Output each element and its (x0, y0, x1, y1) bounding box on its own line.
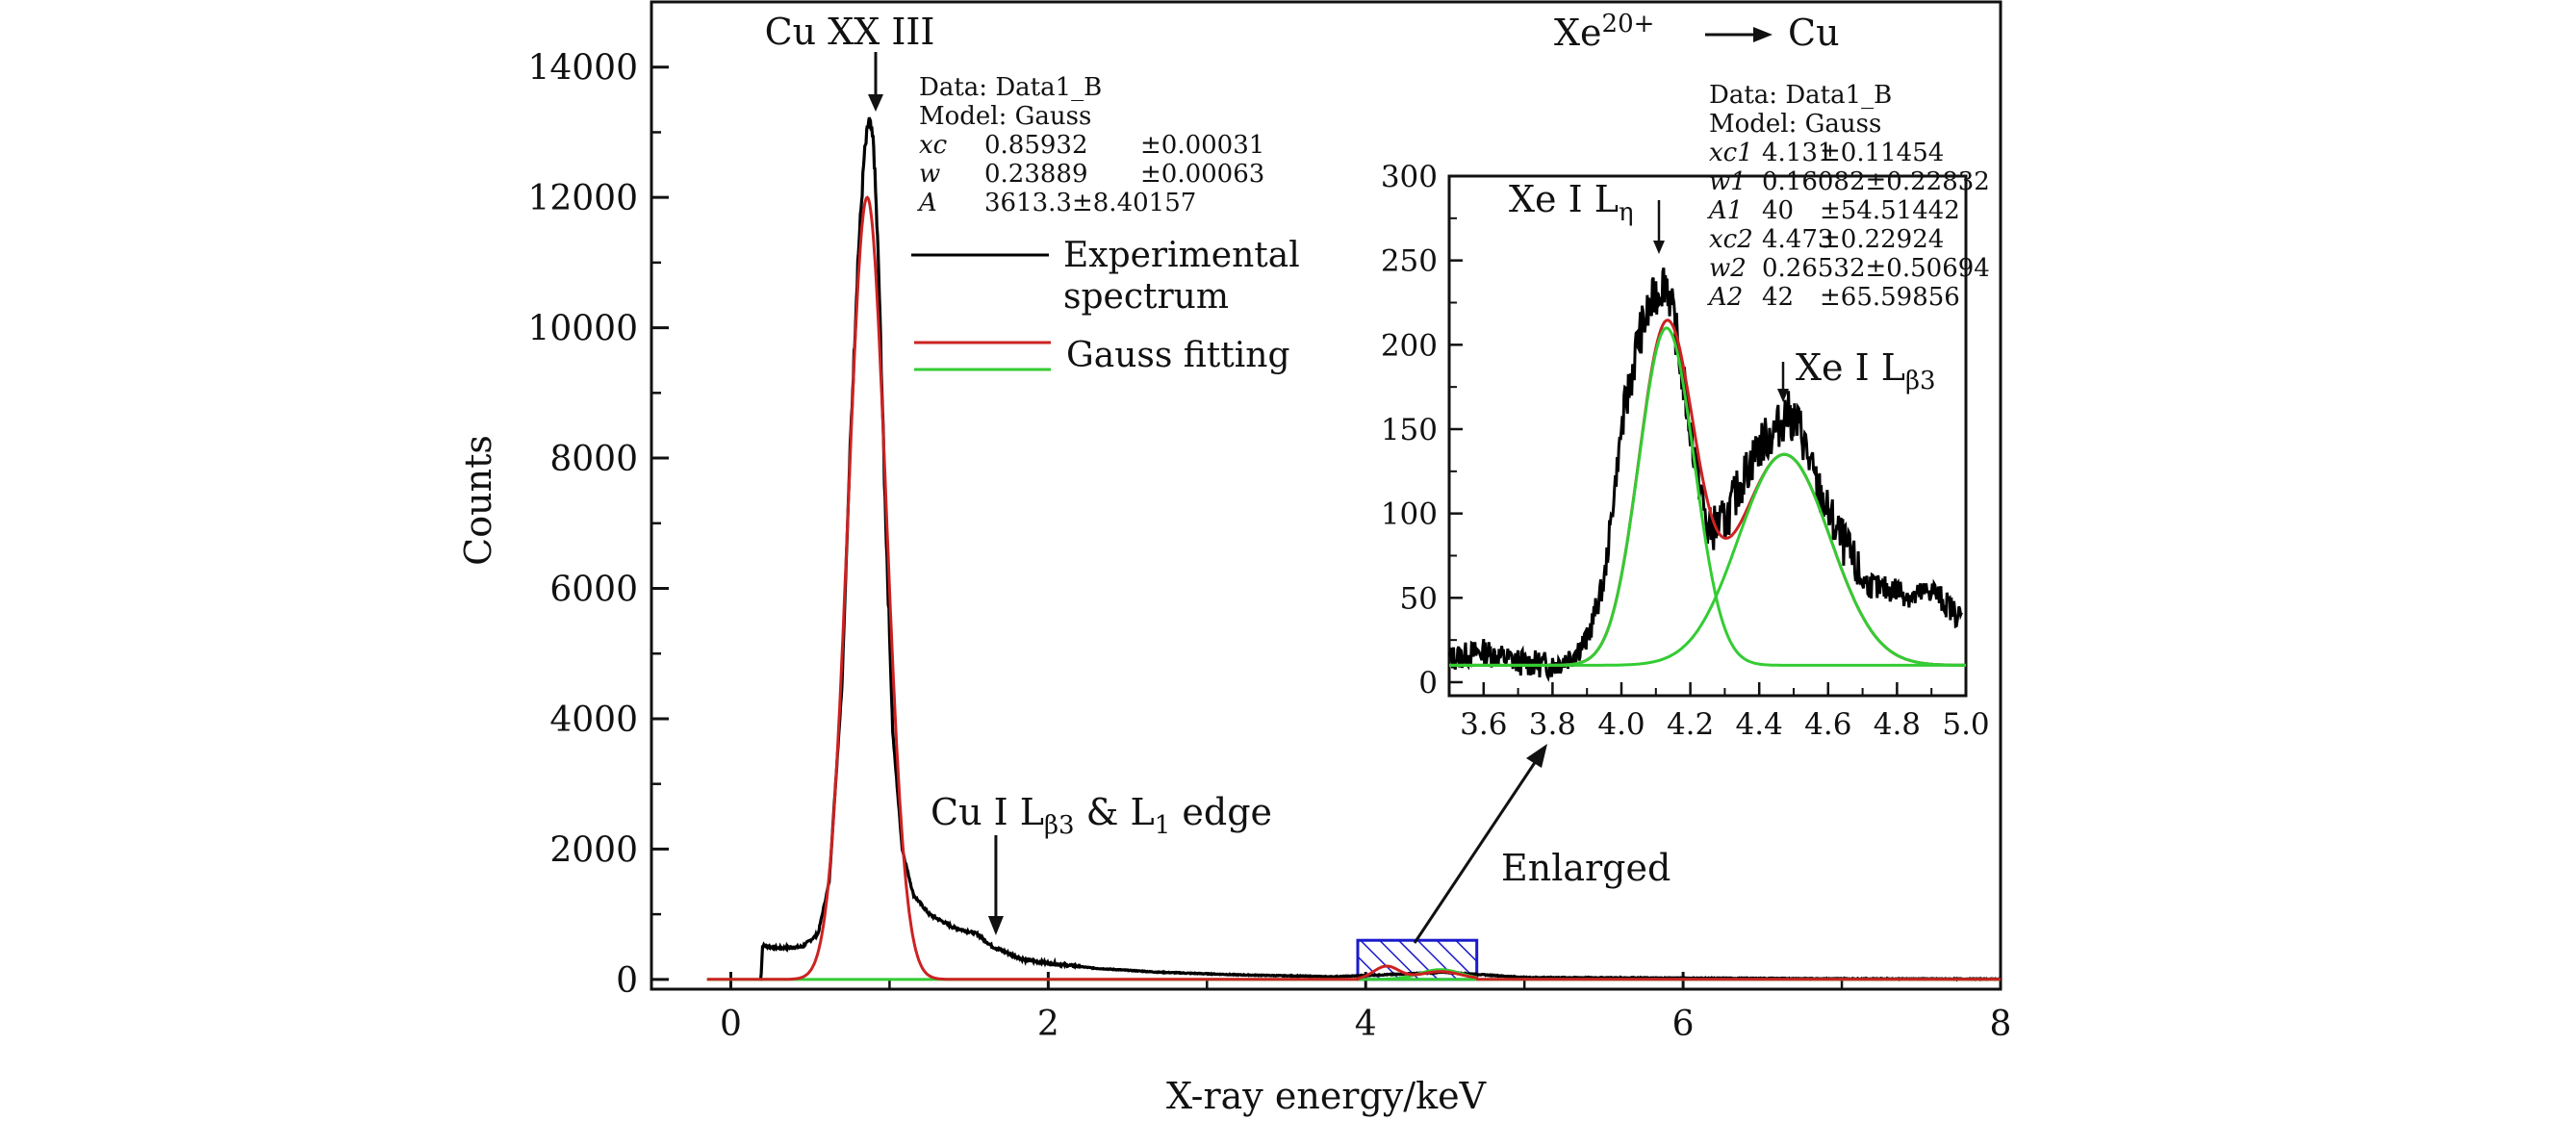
main-plot-frame (650, 0, 2002, 991)
main-x-tick-label: 2 (1037, 1005, 1059, 1044)
inset-x-axis: 3.6 3.8 4.0 4.2 4.4 4.6 4.8 5.0 (1448, 682, 1990, 742)
enlarged-label: Enlarged (1501, 847, 1671, 889)
main-y-tick-label: 14000 (527, 49, 638, 89)
inset-x-tick-label: 4.6 (1804, 707, 1851, 742)
enlarged-arrowhead (1526, 744, 1547, 768)
legend-label-experimental-2: spectrum (1063, 277, 1229, 317)
inset-x-tick-label: 5.0 (1942, 707, 1989, 742)
main-x-tick-label: 8 (1990, 1005, 2012, 1044)
main-x-tick-label: 0 (720, 1005, 742, 1044)
inset-chart: Xe20+ Cu 0 50 100 150 200 250 300 3.6 3.8 4.0 4.2… (1381, 10, 1990, 742)
inset-y-tick-label: 200 (1381, 328, 1438, 363)
inset-y-axis: 0 50 100 150 200 250 300 (1381, 160, 1463, 701)
inset-title-target: Cu (1788, 12, 1840, 54)
legend-label-experimental: Experimental (1063, 236, 1300, 275)
fit-box-cell: xc (919, 131, 948, 160)
inset-y-tick-label: 250 (1381, 244, 1438, 279)
fit-box-cell: A (917, 189, 937, 217)
inset-peak2-label: Xe I Lβ3 (1796, 346, 1936, 395)
fit-box-line: Data: Data1_B (919, 73, 1102, 102)
fit-box-cell: ±54.51442 (1820, 196, 1960, 225)
main-y-tick-label: 2000 (549, 830, 638, 870)
fit-box-cell: 4.131 (1762, 139, 1833, 167)
fit-box-cell: 0.26532±0.50694 (1762, 254, 1990, 283)
main-y-tick-label: 10000 (527, 310, 638, 349)
fit-box-cell: ±0.00063 (1140, 160, 1264, 189)
inset-title-arrowhead (1753, 27, 1773, 42)
fit-box-cell: xc1 (1709, 139, 1753, 167)
fit-box-line: Model: Gauss (919, 102, 1091, 131)
main-peak-arrowhead (868, 94, 883, 112)
edge-arrowhead (987, 916, 1004, 935)
fit-box-cell: ±0.00031 (1140, 131, 1264, 160)
main-x-tick-label: 6 (1672, 1005, 1695, 1044)
legend-label-gauss: Gauss fitting (1066, 336, 1290, 375)
inset-x-tick-label: 4.0 (1597, 707, 1645, 742)
enlarged-arrow (1413, 757, 1540, 944)
fit-box-cell: w2 (1709, 254, 1747, 283)
fit-box-cell: A2 (1707, 283, 1743, 312)
main-peak-label: Cu XX III (765, 11, 935, 53)
inset-x-tick-label: 4.8 (1874, 707, 1921, 742)
fit-box-cell: 0.23889 (984, 160, 1088, 189)
fit-box-cell: 0.85932 (984, 131, 1088, 160)
main-y-tick-label: 8000 (549, 440, 638, 479)
inset-y-tick-label: 0 (1418, 666, 1438, 701)
main-legend: Experimental spectrum Gauss fitting (911, 236, 1300, 375)
inset-peak2-arrowhead (1777, 389, 1789, 402)
inset-plot-frame (1447, 174, 1968, 698)
main-x-tick-label: 4 (1355, 1005, 1377, 1044)
fit-box-cell: w (919, 160, 940, 189)
fit-box-line: Model: Gauss (1709, 110, 1881, 139)
main-x-axis: 0 2 4 6 8 (720, 972, 2011, 1044)
fit-box-cell: 40 (1762, 196, 1794, 225)
inset-peak1-label: Xe I Lη (1509, 178, 1634, 227)
fit-box-cell: xc2 (1709, 225, 1753, 254)
inset-y-tick-label: 300 (1381, 160, 1438, 194)
fit-box-line: Data: Data1_B (1709, 81, 1892, 110)
inset-gauss-fit-2-series (1449, 452, 1967, 667)
inset-y-tick-label: 50 (1400, 581, 1438, 616)
edge-label: Cu I Lβ3 & L1 edge (931, 791, 1272, 840)
inset-peak1-arrowhead (1653, 241, 1665, 254)
main-y-axis: 0 2000 4000 6000 8000 10000 12000 14000 (527, 49, 669, 1001)
inset-x-tick-label: 3.8 (1529, 707, 1576, 742)
main-y-tick-label: 4000 (549, 701, 638, 740)
fit-box-cell: ±0.11454 (1820, 139, 1944, 167)
fit-box-cell: 4.473 (1762, 225, 1833, 254)
fit-box-cell: w1 (1709, 167, 1747, 196)
main-gauss-fit-series (706, 195, 2001, 981)
inset-y-tick-label: 150 (1381, 413, 1438, 447)
fit-box-cell: ±65.59856 (1820, 283, 1960, 312)
main-x-axis-label: X-ray energy/keV (1166, 1075, 1487, 1117)
fit-box-cell: ±0.22924 (1820, 225, 1944, 254)
fit-box-cell: A1 (1707, 196, 1743, 225)
inset-x-tick-label: 4.2 (1667, 707, 1714, 742)
main-y-axis-label: Counts (457, 435, 499, 566)
fit-box-cell: 3613.3±8.40157 (984, 189, 1196, 217)
inset-x-tick-label: 4.4 (1736, 707, 1783, 742)
main-y-tick-label: 12000 (527, 179, 638, 218)
main-y-tick-label: 6000 (549, 571, 638, 610)
inset-y-tick-label: 100 (1381, 497, 1438, 532)
inset-x-tick-label: 3.6 (1460, 707, 1507, 742)
main-y-tick-label: 0 (616, 961, 638, 1001)
inset-title: Xe20+ (1554, 10, 1654, 54)
fit-box-cell: 0.16082±0.22832 (1762, 167, 1990, 196)
fit-box-cell: 42 (1762, 283, 1794, 312)
